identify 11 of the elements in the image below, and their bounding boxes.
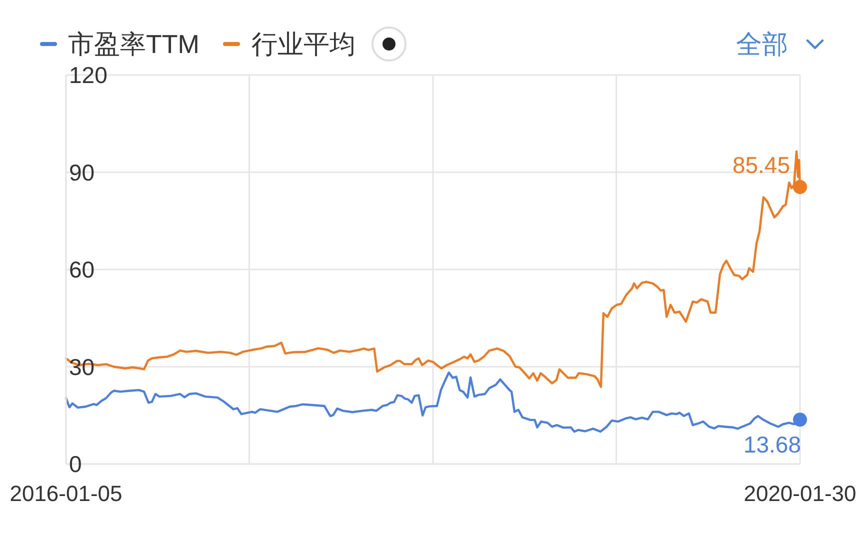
data-label: 13.68 bbox=[743, 432, 801, 458]
text: 全部 bbox=[736, 28, 788, 61]
y-tick-label: 120 bbox=[69, 62, 108, 88]
y-tick-label: 60 bbox=[69, 256, 95, 283]
legend-label: 行业平均 bbox=[251, 28, 356, 61]
x-tick-label: 2016-01-05 bbox=[10, 481, 122, 506]
x-tick-label: 2020-01-30 bbox=[744, 481, 856, 506]
y-tick-label: 90 bbox=[69, 159, 95, 186]
legend-label: 市盈率TTM bbox=[68, 28, 200, 61]
y-tick-label: 0 bbox=[69, 451, 82, 478]
data-label: 85.45 bbox=[732, 152, 790, 178]
